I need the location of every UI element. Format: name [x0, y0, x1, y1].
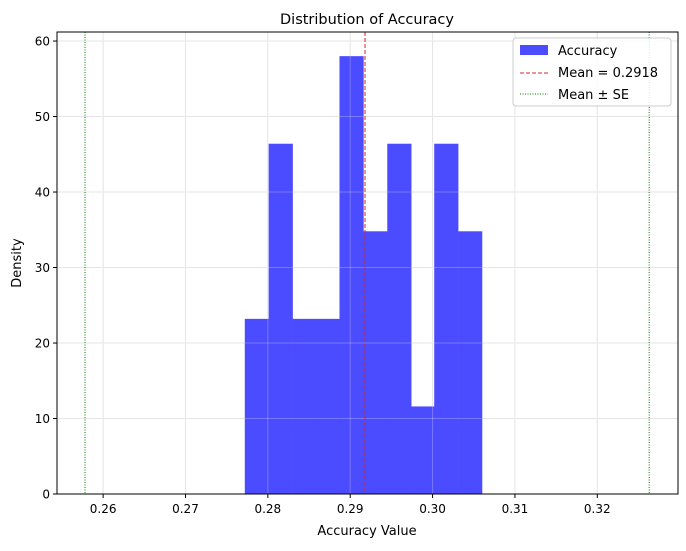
legend-swatch-accuracy [520, 45, 548, 55]
chart-title: Distribution of Accuracy [280, 12, 454, 28]
histogram-bar [387, 143, 412, 494]
y-tick-label: 60 [35, 35, 50, 49]
bars [244, 56, 483, 495]
x-tick-label: 0.32 [584, 502, 611, 516]
histogram-bar [411, 406, 435, 494]
y-tick-label: 20 [35, 337, 50, 351]
y-tick-label: 30 [35, 261, 50, 275]
histogram-bar [363, 231, 388, 494]
x-tick-label: 0.30 [419, 502, 446, 516]
histogram-bar [339, 56, 364, 495]
legend: Accuracy Mean = 0.2918 Mean ± SE [512, 37, 672, 107]
legend-label-mean: Mean = 0.2918 [558, 66, 658, 81]
reference-lines [84, 32, 650, 494]
legend-label-se: Mean ± SE [558, 88, 629, 103]
histogram-bar [458, 231, 483, 494]
y-axis-ticks: 0 10 20 30 40 50 60 [35, 35, 57, 502]
legend-label-accuracy: Accuracy [558, 44, 618, 59]
y-axis-label: Density [10, 238, 25, 288]
histogram-bar [268, 143, 293, 494]
x-tick-label: 0.27 [172, 502, 199, 516]
x-tick-label: 0.31 [502, 502, 529, 516]
legend-box [512, 37, 672, 107]
histogram-bar [434, 143, 459, 494]
y-tick-label: 40 [35, 186, 50, 200]
histogram-bar [292, 318, 317, 494]
x-axis-ticks: 0.26 0.27 0.28 0.29 0.30 0.31 0.32 [90, 494, 611, 516]
histogram-bar [244, 318, 269, 494]
x-tick-label: 0.29 [337, 502, 364, 516]
x-tick-label: 0.28 [254, 502, 281, 516]
x-axis-label: Accuracy Value [317, 524, 416, 539]
y-tick-label: 50 [35, 110, 50, 124]
plot-frame [56, 31, 679, 495]
y-tick-label: 0 [42, 488, 50, 502]
y-tick-label: 10 [35, 412, 50, 426]
x-tick-label: 0.26 [90, 502, 117, 516]
histogram-bar [316, 318, 340, 494]
